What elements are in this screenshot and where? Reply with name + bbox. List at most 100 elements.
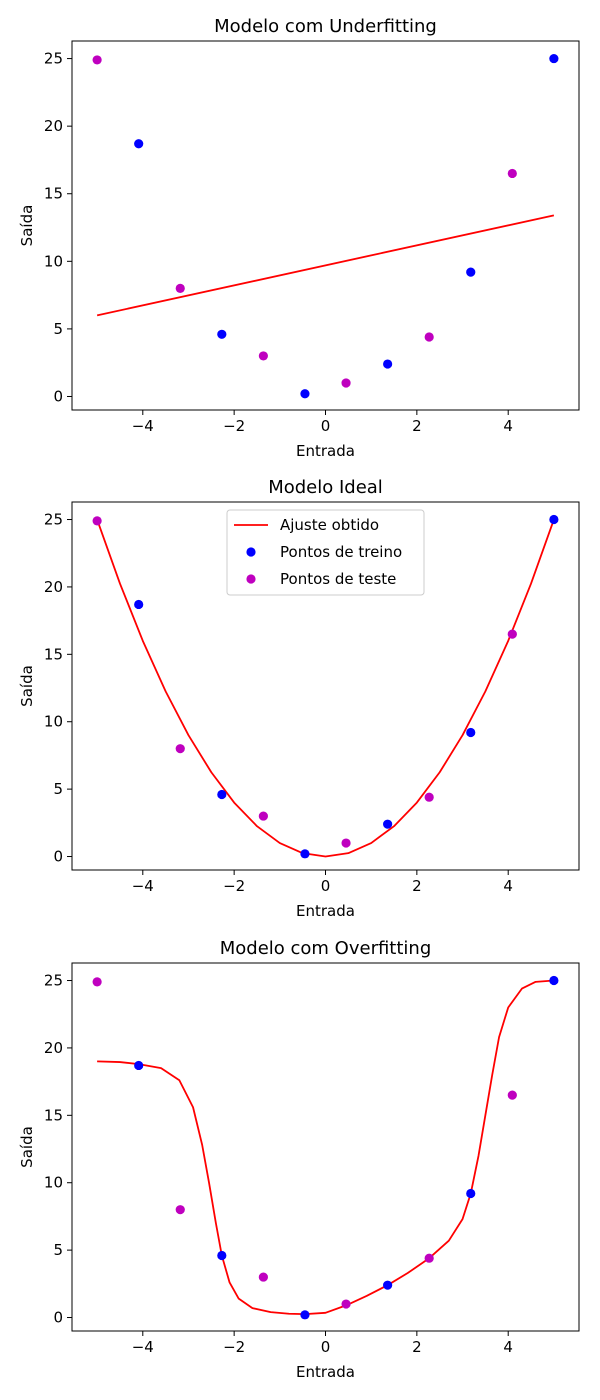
axes-frame: [71, 40, 580, 411]
x-tick-label: −4: [132, 877, 154, 895]
train-point: [134, 599, 144, 610]
y-tick-label: 15: [44, 185, 63, 203]
test-point: [258, 811, 268, 821]
y-axis-label: Saída: [18, 205, 36, 247]
fit-line: [96, 519, 555, 858]
fit-line: [97, 979, 554, 1316]
test-point: [92, 516, 102, 526]
x-tick-label: −2: [223, 877, 245, 895]
test-point: [507, 1090, 517, 1100]
train-point: [383, 819, 393, 829]
y-tick-label: 0: [53, 848, 63, 866]
test-point: [424, 1253, 434, 1263]
x-tick-label: −2: [223, 1338, 245, 1356]
subplot-2: Modelo Ideal −4 −2 0 2 4 0 5 10 15 20 25 Entrada Saíd…: [18, 477, 580, 920]
y-tick-label: 25: [44, 972, 63, 990]
x-axis-label: Entrada: [296, 1363, 355, 1381]
chart-title: Modelo Ideal: [268, 477, 383, 498]
y-tick-label: 20: [44, 578, 63, 596]
test-point: [507, 168, 517, 179]
train-point: [466, 727, 476, 738]
test-point: [258, 351, 268, 361]
y-tick-label: 5: [53, 320, 63, 338]
test-point: [341, 1299, 351, 1309]
subplot-1: Modelo com Underfitting −4 −2 0 2 4 0 5 10 15 20 25…: [18, 16, 580, 460]
y-tick-label: 15: [44, 1106, 63, 1124]
y-tick-label: 10: [44, 713, 63, 731]
train-point: [549, 514, 559, 525]
legend-marker-swatch: [246, 547, 256, 557]
y-tick-label: 0: [53, 387, 63, 405]
x-tick-label: 4: [503, 877, 513, 895]
train-point: [134, 139, 144, 149]
test-point: [175, 744, 185, 754]
x-tick-label: 2: [412, 1338, 422, 1356]
x-axis-label: Entrada: [296, 442, 355, 460]
x-tick-label: −4: [132, 417, 154, 435]
x-tick-label: 4: [503, 1338, 513, 1356]
y-tick-label: 25: [44, 511, 63, 529]
plot-area: [92, 514, 559, 859]
chart-title: Modelo com Overfitting: [220, 938, 432, 959]
test-point: [341, 838, 351, 848]
y-tick-label: 15: [44, 645, 63, 663]
train-point: [217, 1250, 227, 1261]
legend-label: Ajuste obtido: [280, 516, 379, 534]
legend-item: Pontos de teste: [246, 570, 396, 588]
y-tick-label: 20: [44, 1039, 63, 1057]
legend-label: Pontos de treino: [280, 543, 402, 561]
train-point: [217, 789, 227, 800]
fit-line: [96, 214, 555, 317]
x-tick-label: 2: [412, 877, 422, 895]
test-point: [258, 1272, 268, 1282]
y-tick-label: 0: [53, 1309, 63, 1327]
x-tick-label: 0: [321, 417, 331, 435]
legend-item: Pontos de treino: [246, 543, 402, 561]
train-point: [300, 389, 310, 399]
test-point: [424, 792, 434, 802]
test-point: [507, 629, 517, 639]
train-point: [217, 329, 227, 339]
x-tick-label: −2: [223, 417, 245, 435]
x-tick-label: 2: [412, 417, 422, 435]
y-tick-label: 5: [53, 1241, 63, 1259]
y-tick-label: 25: [44, 50, 63, 68]
y-axis-label: Saída: [18, 665, 36, 707]
legend-label: Pontos de teste: [280, 570, 396, 588]
train-point: [466, 267, 476, 277]
test-point: [424, 332, 434, 342]
x-tick-label: −4: [132, 1338, 154, 1356]
train-point: [549, 53, 559, 64]
train-point: [134, 1060, 144, 1071]
train-point: [383, 1280, 393, 1290]
train-point: [549, 975, 559, 986]
train-point: [466, 1188, 476, 1199]
test-point: [92, 977, 102, 987]
plot-area: [92, 53, 559, 399]
y-tick-label: 5: [53, 780, 63, 798]
x-tick-label: 0: [321, 1338, 331, 1356]
legend: Ajuste obtido Pontos de treino Pontos de t…: [226, 509, 425, 596]
y-tick-label: 20: [44, 117, 63, 135]
test-point: [175, 283, 185, 293]
subplot-3: Modelo com Overfitting −4 −2 0 2 4 0 5 10 15 20 25 E…: [18, 938, 580, 1381]
legend-item: Ajuste obtido: [234, 516, 379, 534]
y-tick-label: 10: [44, 252, 63, 270]
chart-title: Modelo com Underfitting: [214, 16, 437, 37]
axes-frame: [71, 962, 580, 1332]
legend-box: [226, 509, 425, 596]
y-axis-label: Saída: [18, 1126, 36, 1168]
train-point: [383, 359, 393, 369]
test-point: [175, 1205, 185, 1215]
legend-marker-swatch: [246, 574, 256, 584]
train-point: [300, 1310, 310, 1320]
x-tick-label: 0: [321, 877, 331, 895]
plot-area: [92, 975, 559, 1320]
x-tick-label: 4: [503, 417, 513, 435]
y-tick-label: 10: [44, 1174, 63, 1192]
test-point: [92, 55, 102, 65]
x-axis-label: Entrada: [296, 902, 355, 920]
train-point: [300, 849, 310, 859]
test-point: [341, 378, 351, 388]
